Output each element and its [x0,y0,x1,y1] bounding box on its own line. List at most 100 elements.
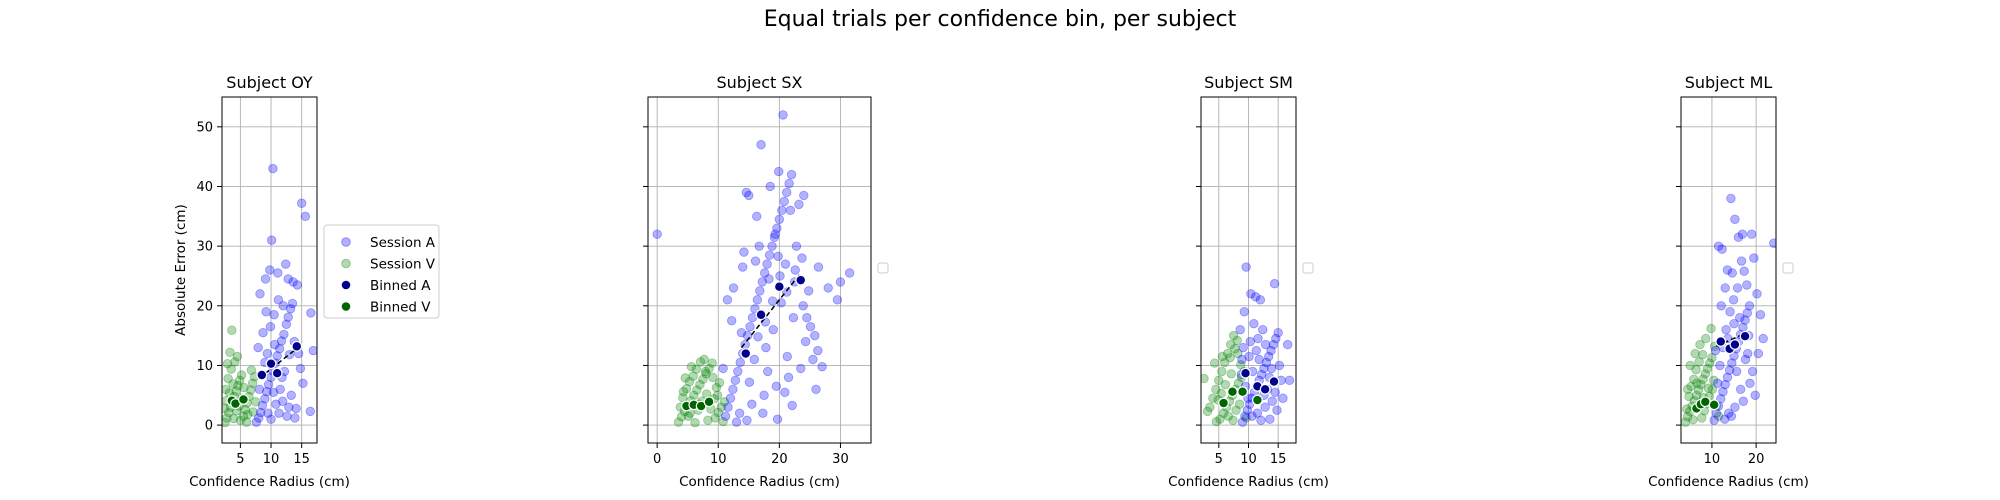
session-a-point [1270,387,1280,397]
binned-v-point [1218,397,1229,409]
session-a-point [1716,301,1726,311]
session-v-point [230,357,240,367]
session-a-point [1725,307,1735,317]
session-v-point [718,416,728,427]
session-v-point [678,392,688,403]
binned-a-point [755,309,767,321]
x-tick-label: 20 [771,452,788,467]
subplot-1: 5 10 15 0 10 20 30 40 50 Subject OY Confidence Rad… [173,73,440,490]
session-a-point [1239,307,1250,317]
legend-marker [341,302,351,311]
session-a-point [1727,268,1737,278]
session-a-point [1730,402,1740,412]
session-v-point [1232,335,1242,346]
session-a-point [731,417,742,427]
binned-v-point [1237,386,1248,398]
session-a-point [756,140,766,150]
session-a-point [772,223,782,233]
session-a-point [757,277,767,287]
session-v-point [1217,351,1228,362]
session-a-point [290,413,300,423]
session-v-point [246,365,257,375]
empty-legend-box [877,262,889,274]
session-v-point [1703,383,1714,393]
session-a-point [770,229,780,239]
binned-v-point [1708,399,1720,411]
subplot-3: 5 10 15 Subject SM Confidence Radius (cm) [1168,73,1329,490]
session-a-point [270,339,280,350]
session-v-point [1697,350,1708,360]
session-a-point [288,277,298,287]
session-a-point [1268,339,1279,350]
session-a-point [286,390,296,400]
session-a-point [761,342,771,353]
session-a-point [741,187,752,198]
session-v-point [222,358,233,369]
session-a-point [255,407,266,418]
session-v-point [246,385,256,395]
session-a-point [754,241,764,251]
session-a-point [776,298,786,308]
session-a-point [744,190,754,201]
session-a-point [1718,386,1728,397]
session-a-point [1266,363,1277,374]
session-v-point [1682,384,1693,395]
session-v-point [222,403,230,414]
session-v-point [1214,375,1224,386]
legend-label: Binned V [370,300,431,316]
session-a-point [1274,360,1285,371]
binned-v-point [1699,396,1711,408]
session-a-point [1251,345,1261,356]
session-a-point [835,277,846,287]
session-a-point [1740,354,1751,365]
session-a-point [800,336,811,347]
session-a-point [308,345,317,356]
session-v-point [708,372,718,383]
y-axis-label: Absolute Error (cm) [173,204,189,336]
session-v-point [1211,416,1222,427]
session-v-point [707,358,717,368]
y-tick-label: 20 [196,299,213,314]
session-v-point [710,413,720,423]
session-a-point [1252,408,1263,418]
subplot-title: Subject SX [716,73,802,92]
session-a-point [718,363,728,374]
session-v-point [1694,357,1704,367]
session-a-point [253,342,263,353]
session-a-point [265,321,276,332]
session-v-point [1225,339,1236,350]
axes-frame [1680,96,1777,444]
session-a-point [755,286,765,296]
session-v-point [1708,375,1719,386]
session-a-point [274,408,284,418]
session-a-point [284,402,294,412]
session-a-point [797,253,807,263]
session-v-point [1226,369,1236,379]
session-v-point [678,386,689,397]
session-v-point [1700,369,1711,379]
session-a-point [268,163,278,174]
session-v-point [676,412,687,422]
session-a-point [764,274,774,284]
session-a-point [742,415,752,426]
session-a-point [803,286,814,296]
plot-area [1681,193,1776,427]
session-v-point [716,402,727,412]
session-a-point [1246,289,1256,299]
session-a-point [1245,336,1255,347]
session-a-point [1256,369,1267,380]
session-a-point [1238,342,1248,353]
x-tick-label: 10 [1704,452,1721,467]
session-v-point [691,364,701,374]
session-a-point [278,301,288,311]
session-a-point [817,361,827,372]
session-a-point [1740,315,1750,325]
session-a-point [1243,393,1253,403]
session-v-point [1707,352,1717,363]
session-a-point [747,313,758,323]
session-a-point [759,268,770,278]
session-a-point [261,307,271,317]
session-v-point [231,386,241,396]
session-a-point [1712,378,1723,389]
